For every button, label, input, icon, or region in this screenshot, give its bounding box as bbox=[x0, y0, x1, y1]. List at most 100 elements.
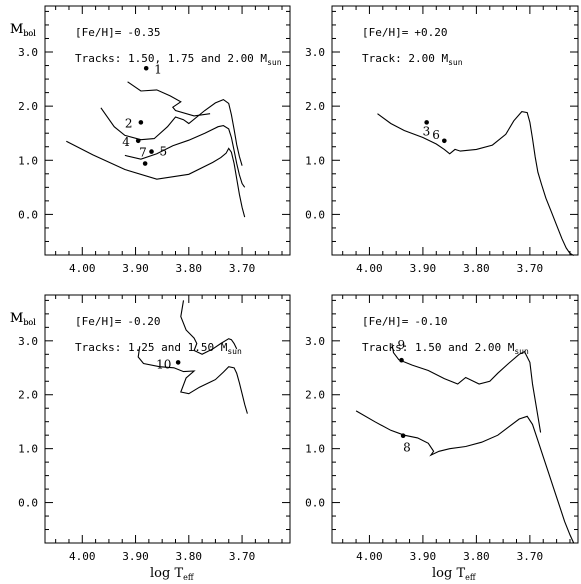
y-axis-label-sub: bol bbox=[23, 29, 36, 38]
x-tick-label: 4.00 bbox=[69, 262, 96, 275]
x-tick-label: 4.00 bbox=[356, 262, 383, 275]
metallicity-label: [Fe/H]= bbox=[362, 315, 409, 328]
y-tick-label: 1.0 bbox=[18, 154, 38, 167]
x-tick-label: 3.70 bbox=[229, 550, 256, 563]
y-axis-label: Mbol bbox=[10, 22, 36, 38]
evolutionary-track-2 bbox=[180, 300, 238, 355]
y-axis-label: Mbol bbox=[10, 22, 36, 38]
plot-frame bbox=[44, 5, 291, 256]
y-axis-label-main: M bbox=[10, 22, 23, 37]
x-tick-label: 3.90 bbox=[122, 262, 149, 275]
tracks-annotation: Track: 2.00 Msun bbox=[362, 52, 463, 67]
y-axis-label: Mbol bbox=[10, 311, 36, 327]
x-tick-label: 3.70 bbox=[517, 262, 544, 275]
star-label-8: 8 bbox=[403, 441, 411, 455]
metallicity-annotation: [Fe/H]= -0.35 bbox=[75, 26, 160, 39]
star-label-3: 3 bbox=[423, 124, 431, 138]
tracks-subscript: sun bbox=[267, 58, 282, 67]
tracks-annotation: Tracks: 1.50, 1.75 and 2.00 Msun bbox=[75, 52, 282, 67]
metallicity-value: -0.35 bbox=[127, 26, 160, 39]
y-tick-label: 1.0 bbox=[18, 443, 38, 456]
tracks-subscript: sun bbox=[448, 58, 463, 67]
metallicity-value: -0.10 bbox=[414, 315, 447, 328]
metallicity-annotation: [Fe/H]= +0.20 bbox=[362, 26, 447, 39]
tracks-text: Track: 2.00 M bbox=[362, 52, 448, 65]
y-tick-label: 3.0 bbox=[18, 46, 38, 59]
y-tick-label: 0.0 bbox=[305, 497, 325, 510]
tracks-subscript: sun bbox=[514, 347, 529, 356]
evolutionary-track-1 bbox=[66, 140, 246, 218]
star-label-9: 9 bbox=[398, 338, 406, 352]
star-point-7 bbox=[142, 161, 148, 166]
y-tick-label: 2.0 bbox=[305, 389, 325, 402]
x-axis-label: log Teff bbox=[432, 566, 477, 582]
metallicity-value: +0.20 bbox=[414, 26, 447, 39]
evolutionary-track-1 bbox=[137, 346, 248, 414]
tracks-annotation: Tracks: 1.25 and 1.50 Msun bbox=[75, 341, 242, 356]
metallicity-value: -0.20 bbox=[127, 315, 160, 328]
x-tick-label: 4.00 bbox=[356, 550, 383, 563]
star-point-8 bbox=[400, 433, 406, 439]
star-point-9 bbox=[399, 357, 404, 363]
panel-top-left: 4.00 3.90 3.80 3.70 0.0 1.0 2.0 3.0 Mbol [Fe/H]= -… bbox=[10, 5, 291, 275]
y-tick-label: 1.0 bbox=[305, 443, 325, 456]
star-point-2 bbox=[138, 120, 144, 125]
star-label-4: 4 bbox=[122, 135, 130, 149]
star-point-5 bbox=[149, 149, 154, 154]
star-point-10 bbox=[175, 360, 181, 365]
y-tick-label: 2.0 bbox=[18, 389, 38, 402]
star-label-7: 7 bbox=[139, 146, 147, 160]
x-tick-label: 3.70 bbox=[229, 262, 256, 275]
y-tick-label: 0.0 bbox=[18, 497, 38, 510]
plot-frame bbox=[331, 5, 579, 256]
metallicity-annotation: [Fe/H]= -0.20 bbox=[75, 315, 160, 328]
x-tick-label: 3.80 bbox=[176, 262, 203, 275]
star-label-5: 5 bbox=[160, 145, 168, 159]
tracks-subscript: sun bbox=[227, 347, 242, 356]
y-axis-label-sub: bol bbox=[23, 29, 36, 38]
tracks-annotation: Tracks: 1.50 and 2.00 Msun bbox=[362, 341, 529, 356]
evolutionary-track-1 bbox=[377, 111, 574, 256]
x-tick-label: 3.80 bbox=[463, 550, 490, 563]
star-point-3 bbox=[424, 120, 429, 125]
y-tick-label: 3.0 bbox=[305, 46, 325, 59]
x-tick-label: 3.90 bbox=[122, 550, 149, 563]
star-point-1 bbox=[143, 65, 149, 71]
tracks-text: Tracks: 1.50 and 2.00 M bbox=[362, 341, 515, 354]
evolutionary-track-4 bbox=[127, 81, 211, 117]
y-tick-label: 3.0 bbox=[18, 335, 38, 348]
evolutionary-track-3 bbox=[100, 98, 243, 166]
y-tick-label: 2.0 bbox=[18, 100, 38, 113]
x-tick-label: 4.00 bbox=[69, 550, 96, 563]
x-axis-label: log Teff bbox=[150, 566, 195, 582]
star-point-4 bbox=[135, 138, 141, 144]
y-axis-label-main: M bbox=[10, 22, 23, 37]
tracks-text: Tracks: 1.25 and 1.50 M bbox=[75, 341, 228, 354]
x-axis-label-main: log T bbox=[150, 566, 183, 581]
x-axis-label-sub: eff bbox=[465, 573, 477, 582]
y-tick-label: 2.0 bbox=[305, 100, 325, 113]
star-label-1: 1 bbox=[154, 62, 162, 76]
tracks-text: Tracks: 1.50, 1.75 and 2.00 M bbox=[75, 52, 267, 65]
metallicity-label: [Fe/H]= bbox=[362, 26, 409, 39]
y-tick-label: 0.0 bbox=[18, 208, 38, 221]
star-label-10: 10 bbox=[156, 357, 171, 371]
x-axis-label-main: log T bbox=[432, 566, 465, 581]
evolutionary-track-2 bbox=[391, 343, 542, 433]
x-tick-label: 3.70 bbox=[517, 550, 544, 563]
evolutionary-track-1 bbox=[355, 410, 575, 544]
y-tick-label: 3.0 bbox=[305, 335, 325, 348]
metallicity-label: [Fe/H]= bbox=[75, 315, 122, 328]
panel-top-right: 4.00 3.90 3.80 3.70 0.0 1.0 2.0 3.0 Mbol [Fe/H]= +… bbox=[10, 5, 579, 275]
y-axis-label: Mbol bbox=[10, 311, 36, 327]
plot-frame bbox=[331, 294, 579, 544]
y-axis-label-main: M bbox=[10, 311, 23, 326]
y-tick-label: 1.0 bbox=[305, 154, 325, 167]
y-axis-label-main: M bbox=[10, 311, 23, 326]
x-tick-label: 3.90 bbox=[410, 262, 437, 275]
y-axis-label-sub: bol bbox=[23, 318, 36, 327]
x-axis-label-sub: eff bbox=[183, 573, 195, 582]
x-tick-label: 3.80 bbox=[463, 262, 490, 275]
